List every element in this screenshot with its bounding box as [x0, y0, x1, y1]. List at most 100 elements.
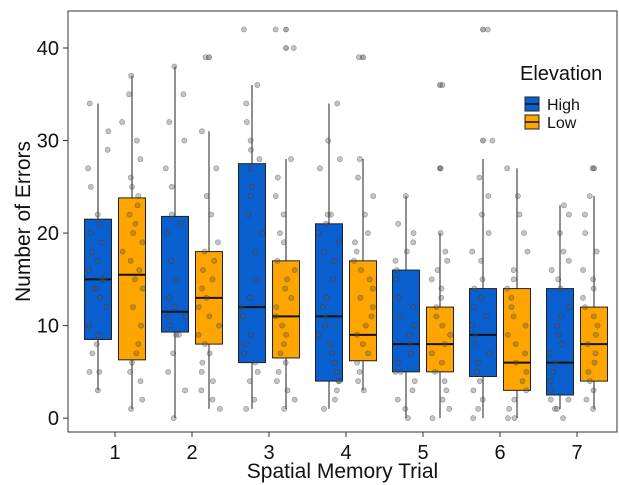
raw-data-point	[256, 156, 263, 162]
raw-data-point	[546, 350, 553, 357]
raw-data-point	[327, 211, 334, 218]
raw-data-point	[439, 396, 446, 403]
raw-data-point	[410, 239, 417, 246]
raw-data-point	[365, 350, 372, 357]
raw-data-point	[325, 137, 331, 144]
raw-data-point	[202, 341, 208, 347]
raw-data-point	[171, 63, 178, 70]
raw-data-point	[584, 341, 591, 347]
raw-data-point	[472, 341, 478, 347]
raw-data-point	[561, 202, 567, 209]
raw-data-point	[582, 304, 588, 310]
box-high	[469, 288, 497, 377]
raw-data-point	[97, 294, 103, 301]
raw-data-point	[439, 82, 446, 88]
raw-data-point	[547, 387, 554, 394]
raw-data-point	[442, 248, 449, 255]
raw-data-point	[555, 331, 562, 338]
raw-data-point	[274, 174, 281, 181]
raw-data-point	[477, 294, 484, 301]
raw-data-point	[239, 304, 245, 310]
raw-data-point	[475, 359, 482, 366]
raw-data-point	[139, 239, 146, 246]
raw-data-point	[128, 72, 135, 79]
raw-data-point	[165, 368, 172, 375]
raw-data-point	[504, 285, 511, 292]
raw-data-point	[280, 341, 287, 347]
raw-data-point	[273, 304, 280, 310]
plot-panel-border	[67, 10, 618, 433]
box-high	[238, 163, 266, 364]
raw-data-point	[329, 350, 335, 357]
raw-data-point	[85, 165, 92, 172]
raw-data-point	[86, 100, 93, 107]
raw-data-point	[284, 387, 291, 394]
raw-data-point	[321, 405, 327, 412]
raw-data-point	[331, 257, 338, 264]
x-tick-label: 6	[494, 442, 505, 464]
raw-data-point	[589, 165, 596, 172]
raw-data-point	[272, 313, 279, 320]
raw-data-point	[272, 26, 279, 33]
raw-data-point	[352, 239, 358, 246]
raw-data-point	[198, 387, 205, 394]
raw-data-point	[126, 211, 133, 218]
raw-data-point	[173, 331, 180, 338]
raw-data-point	[206, 313, 213, 320]
raw-data-point	[216, 322, 223, 329]
raw-data-point	[590, 313, 597, 320]
raw-data-point	[253, 276, 259, 283]
raw-data-point	[330, 276, 336, 283]
raw-data-point	[441, 378, 448, 385]
raw-data-point	[240, 313, 246, 320]
raw-data-point	[512, 341, 519, 347]
raw-data-point	[433, 313, 440, 320]
raw-data-point	[259, 230, 265, 236]
raw-data-point	[246, 378, 253, 385]
raw-data-point	[365, 230, 371, 236]
raw-data-point	[254, 82, 261, 88]
raw-data-point	[469, 248, 476, 255]
raw-data-point	[510, 313, 517, 320]
raw-data-point	[137, 378, 144, 385]
raw-data-point	[200, 267, 207, 273]
raw-data-point	[199, 128, 205, 135]
outlier-point	[360, 54, 366, 61]
raw-data-point	[98, 276, 105, 283]
raw-data-point	[593, 331, 599, 338]
raw-data-point	[162, 165, 169, 172]
raw-data-point	[275, 368, 282, 375]
raw-data-point	[504, 331, 511, 338]
outlier-point	[437, 165, 443, 172]
box-low	[118, 197, 146, 361]
raw-data-point	[277, 230, 283, 236]
raw-data-point	[392, 276, 399, 283]
raw-data-point	[444, 257, 451, 264]
raw-data-point	[105, 128, 112, 135]
raw-data-point	[447, 331, 454, 338]
raw-data-point	[216, 405, 223, 412]
raw-data-point	[96, 368, 103, 375]
raw-data-point	[291, 396, 298, 403]
raw-data-point	[479, 276, 486, 283]
raw-data-point	[319, 304, 326, 310]
raw-data-point	[392, 368, 399, 375]
raw-data-point	[86, 368, 93, 375]
raw-data-point	[559, 341, 566, 347]
raw-data-point	[290, 45, 297, 51]
raw-data-point	[247, 165, 254, 172]
raw-data-point	[441, 341, 448, 347]
raw-data-point	[201, 248, 208, 255]
raw-data-point	[130, 304, 136, 310]
raw-data-point	[170, 350, 177, 357]
raw-data-point	[402, 405, 409, 412]
raw-data-point	[472, 331, 479, 338]
raw-data-point	[554, 322, 561, 329]
raw-data-point	[362, 211, 368, 218]
raw-data-point	[565, 257, 572, 264]
raw-data-point	[202, 54, 209, 61]
raw-data-point	[93, 285, 99, 292]
raw-data-point	[203, 294, 210, 301]
x-tick-label: 3	[263, 442, 274, 464]
raw-data-point	[394, 396, 401, 403]
